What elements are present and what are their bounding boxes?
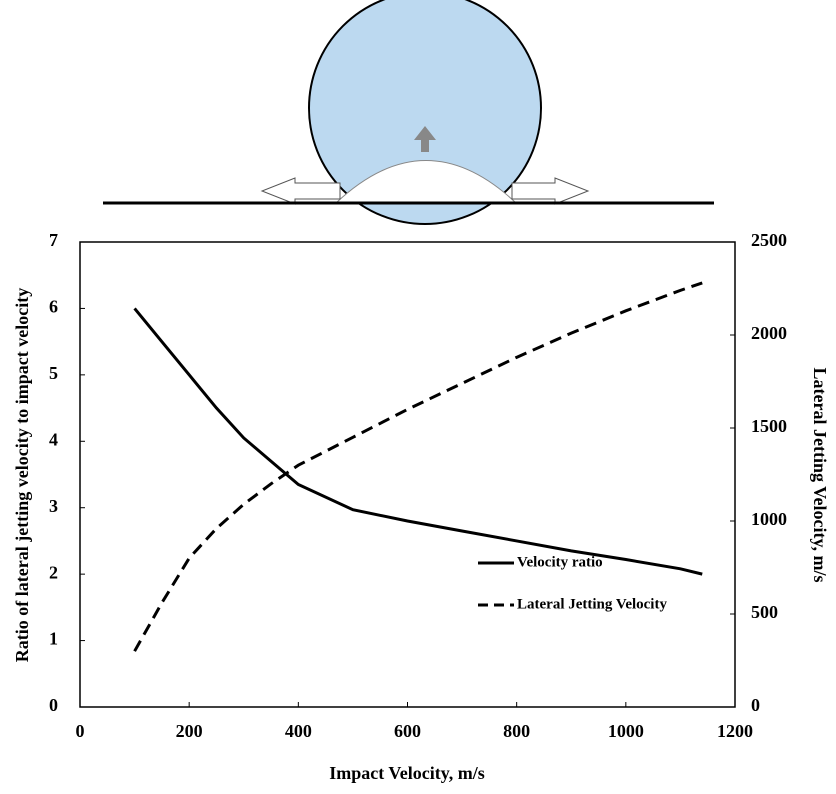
y2-tick-label: 1500 bbox=[751, 416, 787, 436]
y2-tick-label: 500 bbox=[751, 602, 778, 622]
figure: Impact Velocity, m/s Ratio of lateral je… bbox=[0, 0, 836, 789]
y2-tick-label: 1000 bbox=[751, 509, 787, 529]
series-line bbox=[135, 308, 703, 574]
x-tick-label: 1000 bbox=[608, 721, 644, 741]
y2-axis-label: Lateral Jetting Velocity, m/s bbox=[810, 368, 830, 583]
y-tick-label: 3 bbox=[49, 496, 58, 516]
x-tick-label: 800 bbox=[503, 721, 530, 741]
y-tick-label: 4 bbox=[49, 429, 58, 449]
right-arrow bbox=[512, 178, 588, 204]
x-tick-label: 1200 bbox=[717, 721, 753, 741]
y2-tick-label: 2000 bbox=[751, 323, 787, 343]
y-tick-label: 6 bbox=[49, 297, 58, 317]
y-tick-label: 2 bbox=[49, 562, 58, 582]
y-tick-label: 7 bbox=[49, 230, 58, 250]
x-tick-label: 600 bbox=[394, 721, 421, 741]
y-tick-label: 0 bbox=[49, 695, 58, 715]
legend-label: Velocity ratio bbox=[517, 554, 603, 570]
x-axis-label: Impact Velocity, m/s bbox=[329, 763, 485, 783]
x-tick-label: 400 bbox=[285, 721, 312, 741]
y2-tick-label: 2500 bbox=[751, 230, 787, 250]
legend-label: Lateral Jetting Velocity bbox=[517, 596, 667, 612]
left-arrow bbox=[262, 178, 340, 204]
y-axis-label: Ratio of lateral jetting velocity to imp… bbox=[12, 288, 32, 662]
y2-tick-label: 0 bbox=[751, 695, 760, 715]
x-tick-label: 200 bbox=[176, 721, 203, 741]
y-tick-label: 5 bbox=[49, 363, 58, 383]
plot-area bbox=[80, 242, 735, 707]
x-tick-label: 0 bbox=[76, 721, 85, 741]
diagram bbox=[103, 0, 714, 224]
y-tick-label: 1 bbox=[49, 629, 58, 649]
